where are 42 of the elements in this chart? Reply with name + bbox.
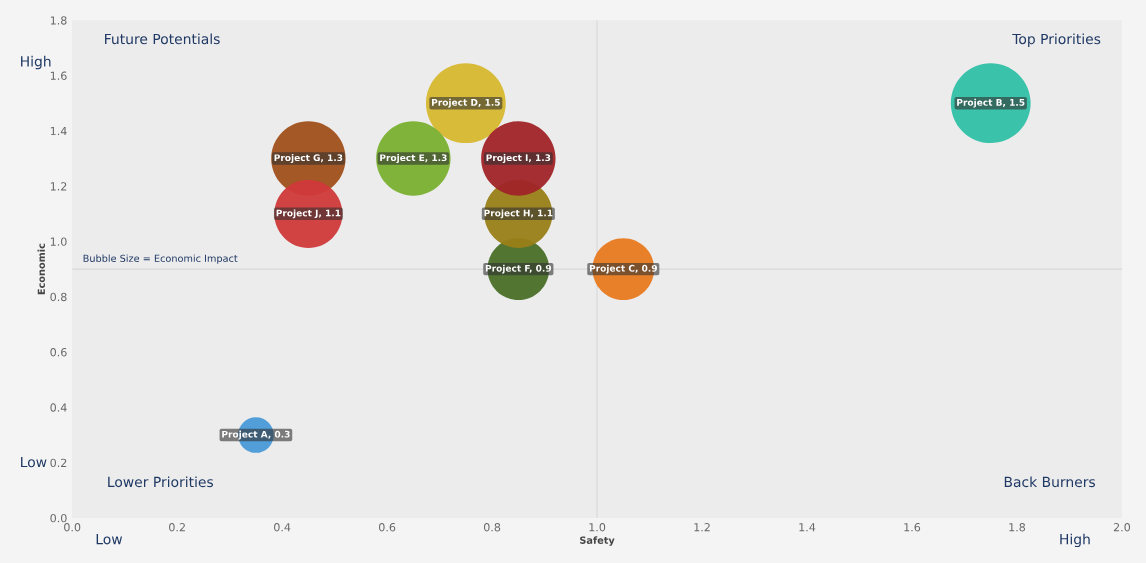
annotation: Bubble Size = Economic Impact [83, 254, 238, 264]
x-tick-label: 1.2 [694, 523, 710, 532]
y-tick-label: 0.2 [50, 458, 67, 468]
y-tick-label: 1.4 [50, 126, 67, 136]
data-label: Project F, 0.9 [485, 264, 552, 274]
y-tick-label: 1.0 [50, 237, 67, 246]
y-tick-label: 1.2 [50, 182, 67, 191]
x-tick-label: 0.4 [274, 523, 291, 532]
x-axis-title: Safety [580, 536, 615, 546]
y-tick-label: 1.6 [50, 71, 67, 80]
text: High [1060, 533, 1090, 548]
data-label: Project D, 1.5 [432, 98, 500, 108]
annotation: Top Priorities [1012, 33, 1101, 47]
text: High [21, 55, 51, 70]
annotation: Back Burners [1004, 476, 1096, 488]
x-tick-label: 0.0 [64, 523, 81, 532]
data-label: Project I, 1.3 [486, 154, 551, 163]
data-label: Project C, 0.9 [589, 264, 657, 274]
x-tick-label: 2.0 [1113, 523, 1131, 532]
data-label: Project G, 1.3 [274, 154, 343, 163]
y-axis-title: Economic [37, 243, 46, 295]
x-tick-label: 1.0 [589, 523, 606, 532]
y-tick-label: 0.6 [50, 348, 67, 357]
y-tick-label: 0.8 [50, 292, 67, 302]
x-tick-label: 1.8 [1009, 523, 1026, 532]
annotation: Future Potentials [105, 33, 220, 45]
y-tick-label: 1.8 [50, 16, 67, 25]
data-label: Project H, 1.1 [484, 209, 553, 219]
data-label: Project E, 1.3 [380, 154, 447, 163]
text: Low [96, 534, 123, 545]
x-tick-label: 0.6 [379, 523, 396, 532]
data-label: Project B, 1.5 [957, 98, 1025, 108]
text: Low [21, 456, 47, 468]
annotation: Lower Priorities [108, 476, 214, 488]
x-tick-label: 0.2 [169, 523, 185, 532]
y-tick-label: 0.4 [50, 403, 67, 412]
x-tick-label: 1.6 [904, 523, 921, 532]
data-label: Project J, 1.1 [276, 209, 341, 219]
x-tick-label: 0.8 [483, 523, 501, 532]
data-label: Project A, 0.3 [222, 430, 290, 440]
x-tick-label: 1.4 [799, 523, 816, 532]
y-tick-label: 0.0 [50, 513, 67, 523]
